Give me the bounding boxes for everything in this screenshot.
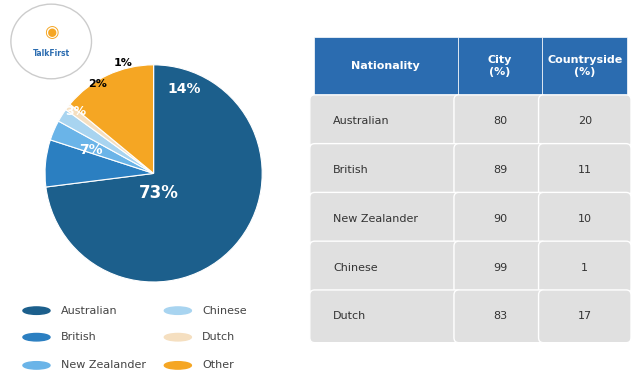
Wedge shape bbox=[70, 65, 154, 173]
Text: British: British bbox=[333, 165, 369, 175]
Text: 89: 89 bbox=[493, 165, 508, 175]
Text: 99: 99 bbox=[493, 262, 508, 273]
Text: Australian: Australian bbox=[61, 306, 117, 316]
Circle shape bbox=[23, 307, 50, 314]
Text: New Zealander: New Zealander bbox=[61, 360, 145, 370]
FancyBboxPatch shape bbox=[538, 241, 631, 294]
Wedge shape bbox=[46, 65, 262, 282]
FancyBboxPatch shape bbox=[314, 37, 458, 95]
Wedge shape bbox=[66, 104, 154, 173]
Text: Nationality: Nationality bbox=[351, 61, 420, 71]
Text: 1%: 1% bbox=[114, 58, 132, 68]
Text: Chinese: Chinese bbox=[202, 306, 246, 316]
Circle shape bbox=[164, 334, 191, 341]
Text: 10: 10 bbox=[578, 214, 592, 224]
Text: 80: 80 bbox=[493, 116, 508, 126]
Circle shape bbox=[23, 362, 50, 369]
Text: 14%: 14% bbox=[167, 82, 201, 96]
Wedge shape bbox=[51, 121, 154, 173]
Text: TalkFirst: TalkFirst bbox=[33, 49, 70, 58]
FancyBboxPatch shape bbox=[454, 95, 547, 148]
FancyBboxPatch shape bbox=[454, 192, 547, 245]
Text: 1: 1 bbox=[581, 262, 588, 273]
FancyBboxPatch shape bbox=[454, 290, 547, 343]
Circle shape bbox=[164, 307, 191, 314]
Text: ◉: ◉ bbox=[44, 23, 58, 40]
Text: 2%: 2% bbox=[88, 80, 107, 89]
FancyBboxPatch shape bbox=[454, 144, 547, 196]
FancyBboxPatch shape bbox=[538, 95, 631, 148]
FancyBboxPatch shape bbox=[538, 290, 631, 343]
FancyBboxPatch shape bbox=[310, 95, 462, 148]
Text: 3%: 3% bbox=[65, 105, 86, 118]
Circle shape bbox=[164, 362, 191, 369]
Text: 17: 17 bbox=[578, 311, 592, 321]
Text: New Zealander: New Zealander bbox=[333, 214, 419, 224]
Text: City
(%): City (%) bbox=[488, 55, 513, 77]
FancyBboxPatch shape bbox=[454, 241, 547, 294]
Text: Countryside
(%): Countryside (%) bbox=[547, 55, 622, 77]
Text: Other: Other bbox=[202, 360, 234, 370]
Text: 73%: 73% bbox=[139, 184, 179, 202]
Text: 11: 11 bbox=[578, 165, 592, 175]
Text: Dutch: Dutch bbox=[202, 332, 235, 342]
Text: Dutch: Dutch bbox=[333, 311, 367, 321]
Text: Australian: Australian bbox=[333, 116, 390, 126]
FancyBboxPatch shape bbox=[310, 144, 462, 196]
FancyBboxPatch shape bbox=[538, 144, 631, 196]
Wedge shape bbox=[45, 140, 154, 187]
FancyBboxPatch shape bbox=[310, 241, 462, 294]
Text: Chinese: Chinese bbox=[333, 262, 378, 273]
Wedge shape bbox=[58, 110, 154, 173]
FancyBboxPatch shape bbox=[458, 37, 543, 95]
Text: 90: 90 bbox=[493, 214, 508, 224]
Circle shape bbox=[23, 334, 50, 341]
Circle shape bbox=[11, 4, 92, 79]
Text: 83: 83 bbox=[493, 311, 508, 321]
FancyBboxPatch shape bbox=[538, 192, 631, 245]
Text: 7%: 7% bbox=[79, 143, 102, 156]
FancyBboxPatch shape bbox=[310, 192, 462, 245]
Text: British: British bbox=[61, 332, 96, 342]
FancyBboxPatch shape bbox=[543, 37, 627, 95]
FancyBboxPatch shape bbox=[310, 290, 462, 343]
Text: 20: 20 bbox=[578, 116, 592, 126]
